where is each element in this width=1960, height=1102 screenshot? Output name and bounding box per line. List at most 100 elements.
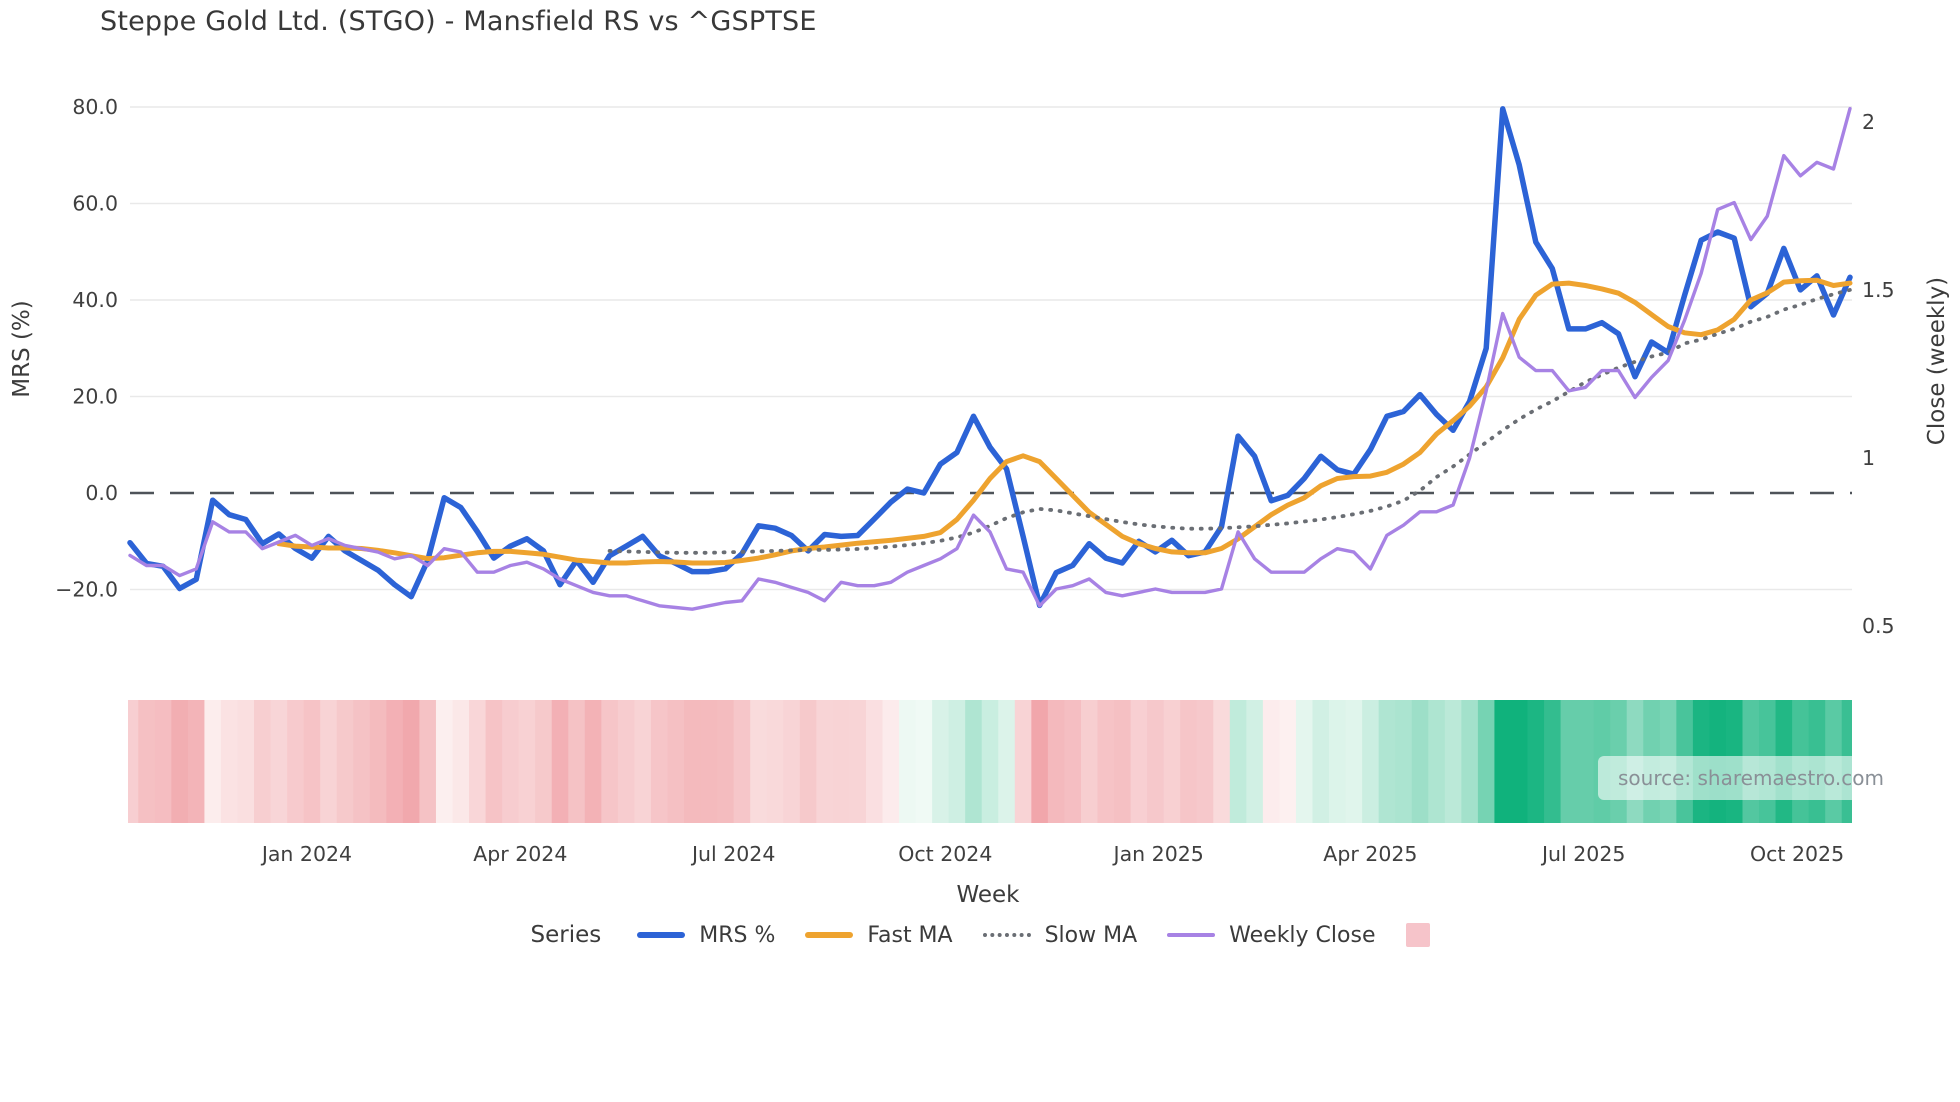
heatmap-cell — [1527, 700, 1545, 823]
y-right-tick-label: 0.5 — [1862, 614, 1895, 638]
heatmap-cell — [220, 700, 239, 823]
heatmap-cell — [1560, 700, 1578, 823]
heatmap-cell — [551, 700, 569, 823]
heatmap-cell — [419, 700, 437, 823]
heatmap-cell — [981, 700, 999, 823]
heatmap-cell — [320, 700, 338, 823]
heatmap-cell — [452, 700, 470, 823]
heatmap-cell — [733, 700, 751, 823]
heatmap-cell — [1411, 700, 1429, 823]
chart-title: Steppe Gold Ltd. (STGO) - Mansfield RS v… — [100, 6, 817, 37]
heatmap-cell — [568, 700, 586, 823]
heatmap-cell — [1180, 700, 1198, 823]
legend-item-heatmap — [1405, 923, 1430, 947]
legend-swatch-fast-ma-line-icon — [805, 932, 854, 938]
heatmap-cell — [1494, 700, 1512, 823]
heatmap-cell — [1510, 700, 1529, 823]
heatmap-cell — [1362, 700, 1380, 823]
heatmap-cell — [187, 700, 206, 823]
heatmap-cell — [650, 700, 669, 823]
y-left-tick-label: 0.0 — [85, 481, 118, 505]
heatmap-cell — [1014, 700, 1032, 823]
legend-swatch-weekly-close-line-icon — [1167, 933, 1216, 937]
legend-swatch-heatmap-square-icon — [1405, 923, 1430, 947]
y-left-tick-label: 40.0 — [72, 288, 118, 312]
heatmap-cell — [303, 700, 321, 823]
x-tick-label: Jan 2025 — [1112, 842, 1204, 866]
heatmap-cell — [799, 700, 817, 823]
y-right-tick-label: 1.5 — [1862, 278, 1895, 302]
heatmap-cell — [386, 700, 404, 823]
y-right-tick-label: 2 — [1862, 110, 1875, 134]
x-tick-label: Apr 2025 — [1323, 842, 1417, 866]
y-left-tick-label: −20.0 — [55, 578, 118, 602]
heatmap-cell — [1196, 700, 1214, 823]
legend-label-weekly-close: Weekly Close — [1229, 922, 1376, 948]
heatmap-cell — [1279, 700, 1297, 823]
heatmap-cell — [518, 700, 536, 823]
heatmap-cell — [1262, 700, 1281, 823]
heatmap-cell — [1577, 700, 1595, 823]
y-right-tick-label: 1 — [1862, 446, 1875, 470]
legend-item-slow-ma: Slow MA — [982, 923, 1137, 948]
heatmap-cell — [783, 700, 801, 823]
heatmap-cell — [998, 700, 1016, 823]
heatmap-cell — [535, 700, 553, 823]
heatmap-cell — [634, 700, 652, 823]
legend-item-weekly-close: Weekly Close — [1167, 922, 1376, 948]
heatmap-cell — [816, 700, 834, 823]
x-tick-label: Oct 2025 — [1750, 842, 1844, 866]
heatmap-cell — [485, 700, 503, 823]
heatmap-cell — [584, 700, 602, 823]
heatmap-cell — [932, 700, 950, 823]
heatmap-cell — [1477, 700, 1496, 823]
x-tick-label: Jul 2024 — [690, 842, 775, 866]
heatmap-cell — [1312, 700, 1330, 823]
heatmap-cell — [469, 700, 487, 823]
heatmap-cell — [948, 700, 966, 823]
heatmap-cell — [138, 700, 156, 823]
x-tick-label: Apr 2024 — [473, 842, 567, 866]
heatmap-cell — [849, 700, 867, 823]
heatmap-cell — [1461, 700, 1479, 823]
legend-series-label: Series — [530, 922, 602, 948]
heatmap-cell — [750, 700, 768, 823]
heatmap-cell — [1428, 700, 1446, 823]
heatmap-cell — [502, 700, 520, 823]
heatmap-cell — [1345, 700, 1363, 823]
heatmap-cell — [237, 700, 255, 823]
source-watermark: source: sharemaestro.com — [1598, 756, 1904, 800]
heatmap-cell — [336, 700, 354, 823]
heatmap-cell — [617, 700, 636, 823]
x-tick-label: Oct 2024 — [898, 842, 992, 866]
heatmap-cell — [865, 700, 884, 823]
heatmap-cell — [1444, 700, 1462, 823]
heatmap-cell — [171, 700, 189, 823]
heatmap-cell — [1114, 700, 1132, 823]
heatmap-cell — [287, 700, 305, 823]
legend-label-fast-ma: Fast MA — [867, 922, 953, 948]
heatmap-cell — [369, 700, 387, 823]
heatmap-cell — [899, 700, 917, 823]
legend: Series MRS % Fast MA Slow MA Weekly Clos… — [0, 922, 1960, 948]
heatmap-cell — [1229, 700, 1247, 823]
x-tick-label: Jul 2025 — [1540, 842, 1625, 866]
heatmap-cell — [204, 700, 222, 823]
heatmap-cell — [270, 700, 288, 823]
legend-item-mrs: MRS % — [637, 923, 775, 948]
y-left-tick-label: 80.0 — [72, 95, 118, 119]
series-line-fast-ma — [276, 277, 1853, 566]
heatmap-cell — [154, 700, 172, 823]
x-axis-label: Week — [956, 882, 1020, 908]
legend-label-mrs: MRS % — [699, 922, 776, 948]
y-left-tick-label: 60.0 — [72, 192, 118, 216]
heatmap-cell — [1378, 700, 1396, 823]
heatmap-cell — [1295, 700, 1314, 823]
heatmap-cell — [1544, 700, 1562, 823]
heatmap-cell — [1130, 700, 1148, 823]
y-left-tick-label: 20.0 — [72, 385, 118, 409]
legend-item-fast-ma: Fast MA — [805, 922, 953, 948]
heatmap-cell — [128, 700, 139, 823]
heatmap-cell — [1246, 700, 1264, 823]
